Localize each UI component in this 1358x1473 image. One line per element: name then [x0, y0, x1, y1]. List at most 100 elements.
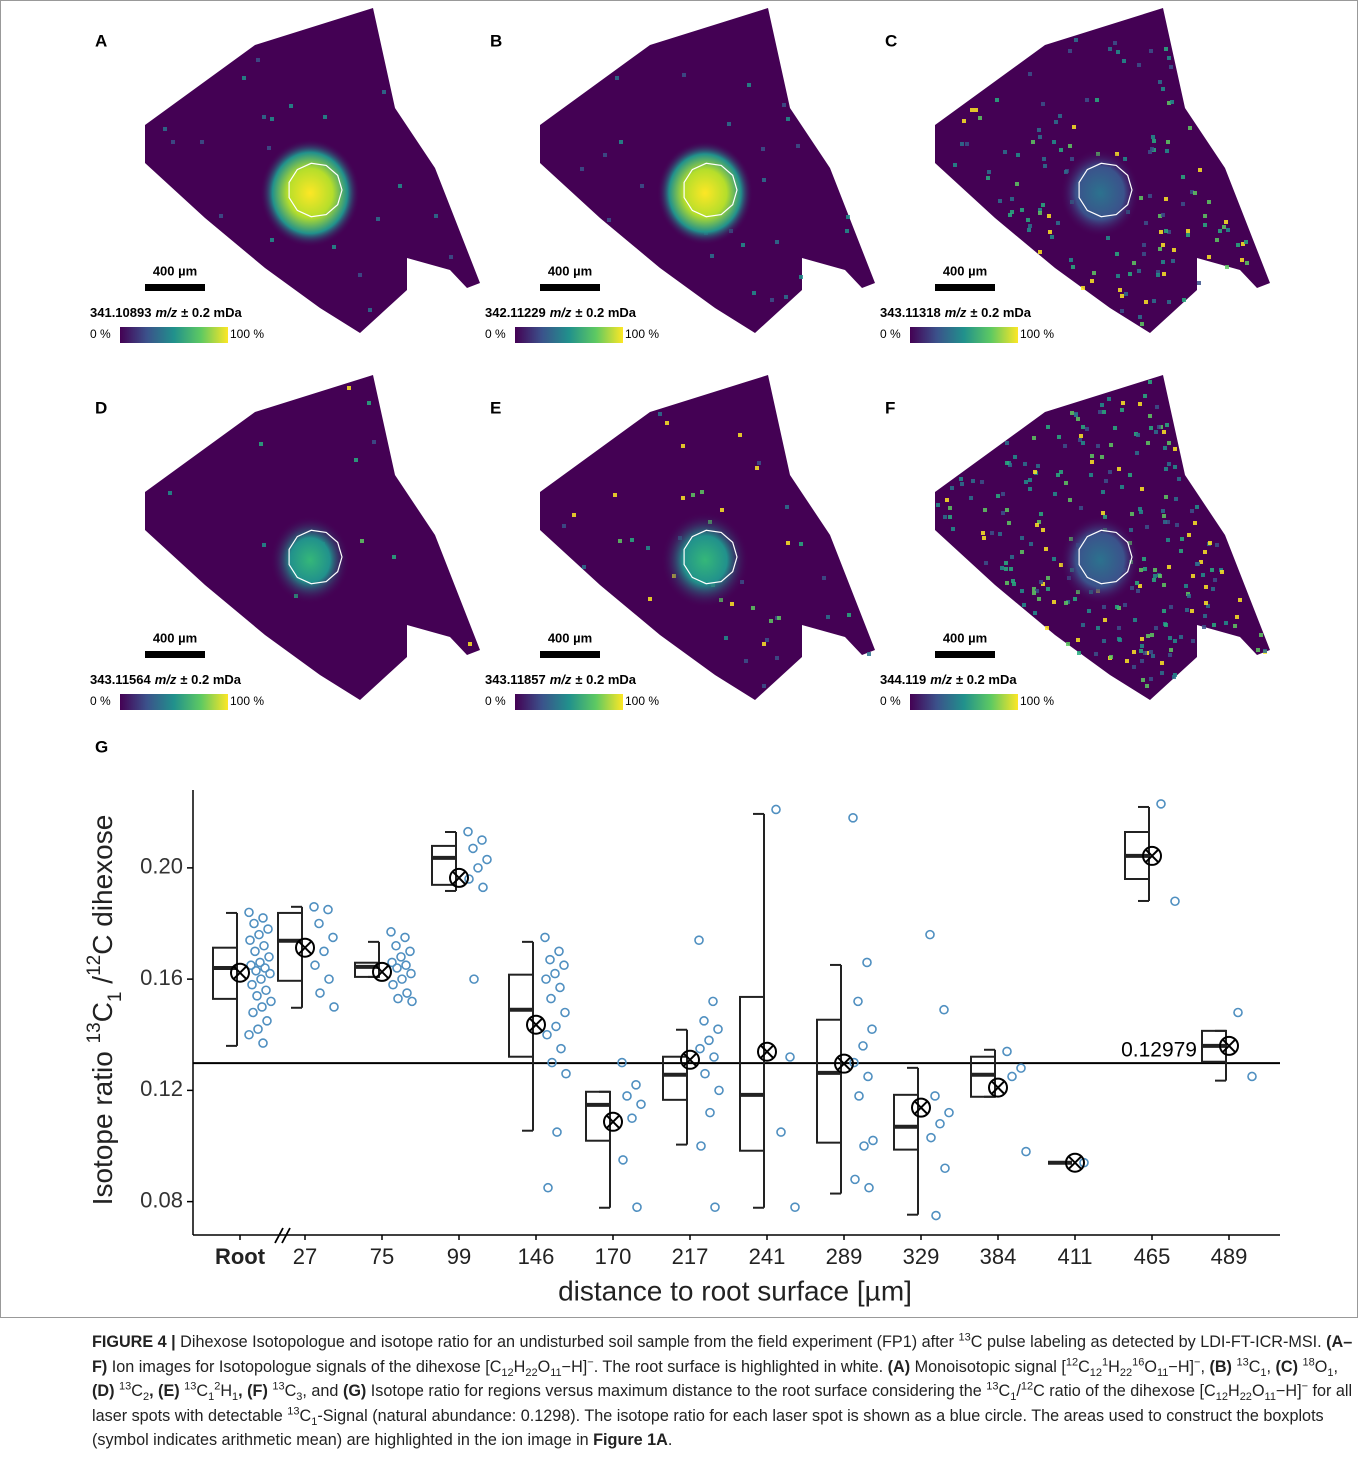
data-point [785, 1052, 795, 1062]
pixel [1207, 200, 1211, 204]
pixel [1167, 230, 1171, 234]
caption-run: 12 [1089, 1366, 1103, 1379]
pixel [372, 440, 376, 444]
pixel [580, 167, 584, 171]
pixel [1070, 157, 1074, 161]
data-point [1007, 1071, 1017, 1082]
pixel [1224, 621, 1228, 625]
ion-image-panel: F 400 µm 344.119 m/z ± 0.2 mDa 0 % 100 % [880, 375, 1270, 710]
pixel [775, 656, 779, 660]
data-point [255, 957, 265, 968]
caption-run: − [587, 1356, 594, 1369]
pixel [367, 401, 371, 405]
data-point [396, 952, 406, 962]
pixel [1074, 412, 1078, 416]
data-point [561, 1068, 571, 1079]
pixel [1184, 584, 1188, 588]
pixel [727, 122, 731, 126]
box [816, 1018, 842, 1144]
pixel [242, 76, 246, 80]
pixel [1038, 135, 1042, 139]
panel-label: E [490, 398, 501, 417]
data-point [263, 924, 273, 934]
pixel [1042, 157, 1046, 161]
caption-run: C [998, 1382, 1011, 1400]
pixel [1173, 639, 1177, 643]
pixel [1020, 550, 1024, 554]
pixel [1241, 242, 1245, 246]
signal-hotspot [661, 512, 749, 608]
data-point [627, 1113, 637, 1123]
mz-value: 342.11229 [485, 305, 546, 320]
pixel [1172, 248, 1176, 252]
mean-symbol [1065, 1152, 1085, 1173]
caption-run: −H] [1275, 1382, 1302, 1400]
data-point [314, 918, 324, 929]
data-point [245, 935, 255, 945]
data-point [244, 907, 254, 918]
pixel [1156, 270, 1160, 274]
mz-label: 341.10893 m/z ± 0.2 mDa [90, 305, 243, 320]
pixel [1143, 651, 1147, 655]
pixel [259, 442, 263, 446]
mean-circle [295, 937, 315, 958]
caption-run: −H] [561, 1357, 588, 1376]
mean-symbol [757, 1041, 777, 1062]
data-point [323, 904, 333, 915]
colorbar [120, 327, 228, 343]
data-point [261, 985, 271, 996]
pixel [262, 115, 266, 119]
mz-tolerance: ± 0.2 mDa [181, 305, 242, 320]
pixel [1173, 465, 1177, 469]
pixel [1041, 203, 1045, 207]
data-point [559, 960, 569, 971]
colorbar-max: 100 % [230, 694, 264, 708]
pixel [1135, 451, 1139, 455]
pixel [1020, 536, 1024, 540]
pixel [1081, 425, 1085, 429]
data-point [858, 1041, 868, 1051]
data-point [1247, 1071, 1257, 1082]
mz-tolerance: ± 0.2 mDa [180, 672, 241, 687]
caption-run: 13 [118, 1380, 132, 1393]
mean-cross [836, 1056, 852, 1071]
pixel [1139, 196, 1143, 200]
root-outline [683, 162, 738, 218]
pixel [1074, 38, 1078, 42]
caption-run: 1 [1327, 1366, 1334, 1379]
pixel [1148, 150, 1152, 154]
pixel [562, 524, 566, 528]
pixel [1076, 417, 1080, 421]
pixel [1164, 623, 1168, 627]
pixel [1031, 140, 1035, 144]
data-point [388, 979, 398, 990]
pixel [1102, 639, 1106, 643]
pixel [1003, 150, 1007, 154]
pixel [615, 76, 619, 80]
mz-value: 341.10893 [90, 305, 151, 320]
mean-cross [990, 1080, 1006, 1095]
pixel [1054, 120, 1058, 124]
pixel [1170, 100, 1174, 104]
mean-cross [759, 1044, 775, 1059]
pixel [1010, 555, 1014, 559]
pixel [1150, 147, 1154, 151]
pixel [1069, 258, 1073, 262]
caption-run: Dihexose Isotopologue and isotope ratio … [175, 1333, 959, 1351]
mz-unit: m/z [550, 305, 572, 320]
data-point [259, 940, 269, 951]
pixel [1035, 589, 1039, 593]
pixel [996, 494, 1000, 498]
pixel [1117, 467, 1121, 471]
colorbar-min: 0 % [485, 327, 506, 341]
pixel [1113, 41, 1117, 45]
pixel [1198, 168, 1202, 172]
pixel [619, 140, 623, 144]
y-tick-label: 0.08 [140, 1187, 183, 1212]
pixel [1053, 492, 1057, 496]
mz-value: 343.11857 [485, 672, 546, 687]
pixel [1135, 581, 1139, 585]
pixel [1077, 651, 1081, 655]
data-point [696, 1141, 706, 1151]
pixel [1078, 438, 1082, 442]
